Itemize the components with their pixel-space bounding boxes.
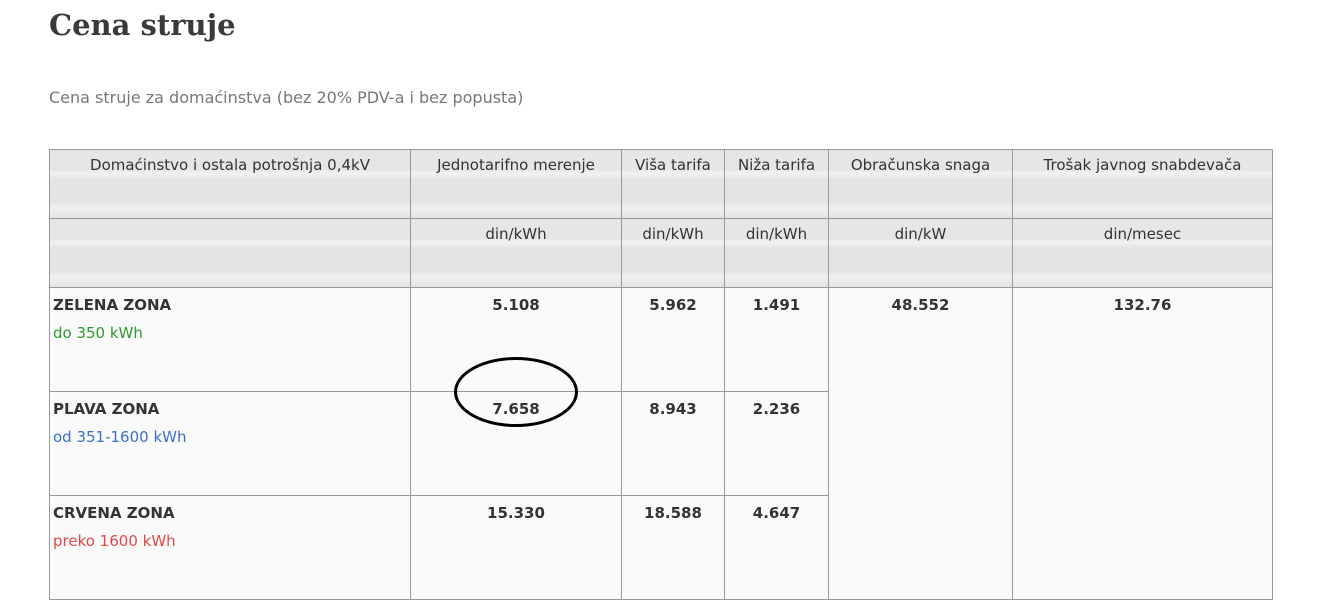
high-tariff-value: 18.588 — [621, 495, 725, 600]
single-tariff-value: 15.330 — [410, 495, 622, 600]
header-row: Domaćinstvo i ostala potrošnja 0,4kV Jed… — [49, 149, 1273, 219]
subtitle: Cena struje za domaćinstva (bez 20% PDV-… — [49, 88, 524, 107]
header-single-tariff: Jednotarifno merenje — [410, 149, 622, 219]
circle-annotation — [454, 357, 578, 427]
units-row: din/kWh din/kWh din/kWh din/kW din/mesec — [49, 218, 1273, 288]
low-tariff-value: 4.647 — [724, 495, 829, 600]
price-table: Domaćinstvo i ostala potrošnja 0,4kV Jed… — [49, 149, 1273, 600]
high-tariff-value: 8.943 — [621, 391, 725, 496]
header-high-tariff: Viša tarifa — [621, 149, 725, 219]
header-supplier-cost: Trošak javnog snabdevača — [1012, 149, 1273, 219]
unit-cell: din/mesec — [1012, 218, 1273, 288]
unit-cell: din/kWh — [410, 218, 622, 288]
header-power: Obračunska snaga — [828, 149, 1013, 219]
zone-range: do 350 kWh — [53, 324, 143, 342]
zone-name: PLAVA ZONA — [53, 400, 160, 418]
zone-cell: ZELENA ZONA do 350 kWh — [49, 287, 411, 392]
unit-cell: din/kWh — [724, 218, 829, 288]
table-row: ZELENA ZONA do 350 kWh 5.108 5.962 1.491 … — [49, 287, 1273, 600]
zone-range: od 351-1600 kWh — [53, 428, 187, 446]
header-low-tariff: Niža tarifa — [724, 149, 829, 219]
table-row: CRVENA ZONA preko 1600 kWh 15.330 18.588 … — [49, 495, 1273, 600]
page-title: Cena struje — [49, 8, 236, 42]
zone-name: CRVENA ZONA — [53, 504, 175, 522]
unit-cell: din/kWh — [621, 218, 725, 288]
supplier-cost-value: 132.76 — [1012, 287, 1273, 600]
unit-cell — [49, 218, 411, 288]
zone-cell: CRVENA ZONA preko 1600 kWh — [49, 495, 411, 600]
high-tariff-value: 5.962 — [621, 287, 725, 392]
header-category: Domaćinstvo i ostala potrošnja 0,4kV — [49, 149, 411, 219]
low-tariff-value: 1.491 — [724, 287, 829, 392]
unit-cell: din/kW — [828, 218, 1013, 288]
power-value: 48.552 — [828, 287, 1013, 600]
low-tariff-value: 2.236 — [724, 391, 829, 496]
zone-cell: PLAVA ZONA od 351-1600 kWh — [49, 391, 411, 496]
zone-name: ZELENA ZONA — [53, 296, 172, 314]
zone-range: preko 1600 kWh — [53, 532, 176, 550]
